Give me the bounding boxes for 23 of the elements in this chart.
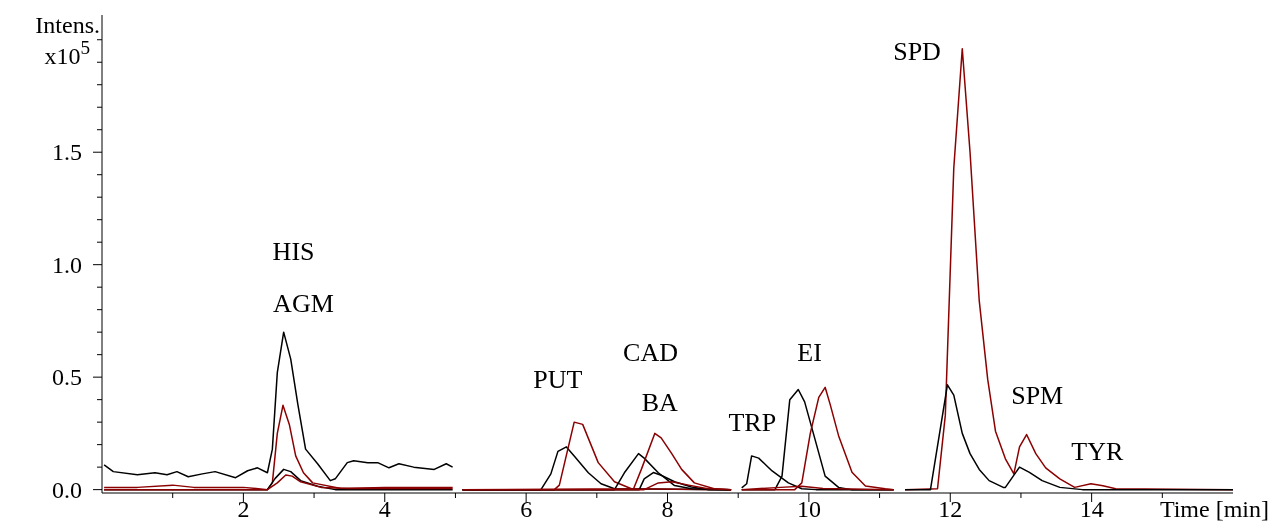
- x-tick-label: 2: [237, 496, 250, 522]
- x-tick-label: 10: [796, 496, 821, 522]
- y-tick-label: 1.5: [52, 139, 82, 166]
- annotation: SPM: [1011, 381, 1064, 411]
- y-tick-label: 0.5: [52, 364, 82, 391]
- annotation: TRP: [728, 408, 777, 438]
- y-axis-title: Intens. x10$^{5}$: [35, 12, 100, 69]
- y-tick-label: 0.0: [52, 476, 82, 503]
- x-tick-label: 14: [1079, 496, 1104, 522]
- y-tick-label: 1.0: [52, 251, 82, 278]
- annotation: TYR: [1071, 437, 1124, 467]
- annotation: PUT: [533, 365, 583, 395]
- x-tick-label: 8: [661, 496, 674, 522]
- x-axis-title: Time [min]: [1159, 496, 1269, 522]
- annotation: EI: [797, 338, 822, 368]
- annotation: HIS: [272, 237, 315, 267]
- x-tick-label: 12: [938, 496, 963, 522]
- x-tick-label: 6: [520, 496, 533, 522]
- annotation: BA: [641, 387, 678, 417]
- annotation: AGM: [273, 288, 334, 318]
- annotation: CAD: [623, 338, 678, 368]
- annotation: SPD: [893, 36, 941, 66]
- x-tick-label: 4: [378, 496, 391, 522]
